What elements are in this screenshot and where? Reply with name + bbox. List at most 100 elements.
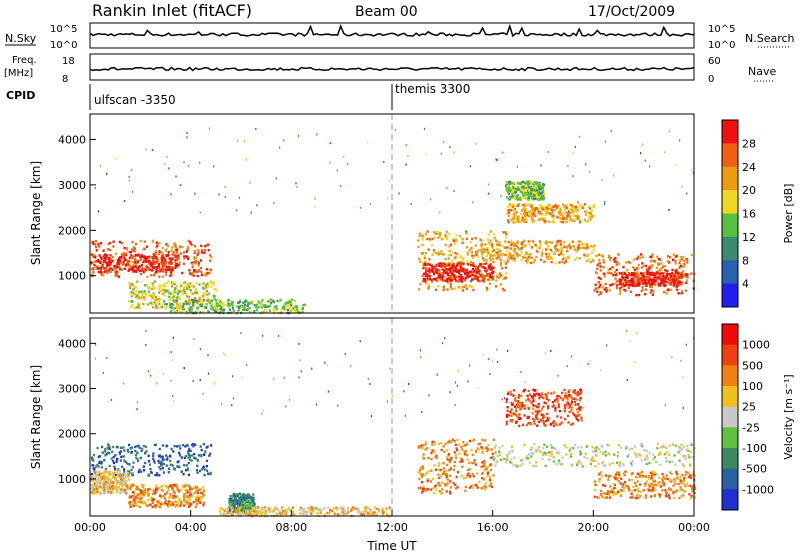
data-cell: [174, 495, 177, 498]
data-cell: [604, 282, 607, 286]
data-cell: [161, 252, 164, 255]
data-cell: [138, 446, 141, 450]
data-cell: [473, 462, 476, 465]
data-cell: [449, 458, 452, 461]
data-cell: [108, 473, 111, 476]
data-cell: [527, 457, 530, 460]
data-cell: [153, 301, 156, 304]
data-cell: [105, 262, 108, 265]
data-cell: [160, 503, 163, 506]
data-cell: [93, 480, 96, 483]
data-cell: [187, 283, 190, 286]
data-cell: [546, 418, 550, 422]
data-cell: [443, 270, 446, 273]
data-cell: [493, 254, 496, 257]
data-cell: [518, 197, 522, 200]
data-cell: [424, 281, 427, 284]
data-cell: [539, 204, 542, 207]
data-cell: [477, 443, 480, 446]
data-cell: [229, 508, 232, 511]
data-cell: [670, 280, 673, 284]
data-cell: [184, 445, 187, 448]
data-cell: [420, 444, 423, 448]
data-cell: [581, 205, 584, 208]
data-cell: [207, 292, 211, 295]
data-cell: [445, 490, 448, 493]
data-cell: [158, 474, 161, 477]
data-cell: [506, 188, 509, 192]
data-cell: [462, 277, 465, 280]
data-cell: [146, 489, 149, 493]
data-cell: [187, 301, 190, 305]
data-cell: [569, 211, 572, 214]
data-cell: [512, 212, 515, 215]
data-cell: [562, 218, 565, 221]
data-cell: [160, 455, 163, 459]
data-cell: [426, 488, 430, 491]
data-cell: [564, 256, 567, 259]
data-cell: [130, 305, 133, 309]
data-cell: [224, 196, 226, 198]
data-cell: [515, 244, 518, 247]
data-cell: [534, 214, 537, 217]
data-cell: [650, 255, 653, 259]
data-cell: [689, 451, 693, 454]
data-cell: [487, 192, 489, 195]
data-cell: [297, 134, 299, 137]
data-cell: [527, 255, 530, 259]
data-cell: [505, 184, 508, 187]
data-cell: [132, 504, 135, 507]
data-cell: [200, 304, 203, 308]
data-cell: [619, 287, 622, 290]
data-cell: [489, 259, 492, 262]
data-cell: [648, 451, 651, 454]
data-cell: [170, 297, 173, 300]
data-cell: [480, 465, 483, 468]
data-cell: [492, 233, 496, 236]
data-cell: [125, 492, 128, 495]
data-cell: [305, 511, 308, 515]
data-cell: [206, 445, 209, 448]
data-cell: [200, 249, 203, 252]
data-cell: [652, 259, 656, 263]
data-cell: [170, 496, 173, 499]
data-cell: [140, 290, 143, 293]
data-cell: [163, 264, 166, 267]
data-cell: [111, 481, 114, 484]
data-cell: [594, 283, 597, 286]
data-cell: [92, 268, 95, 271]
data-cell: [367, 507, 370, 510]
colorbar-swatch: [722, 283, 738, 308]
data-cell: [523, 181, 526, 185]
data-cell: [637, 453, 640, 456]
data-cell: [489, 267, 492, 271]
data-cell: [187, 239, 190, 243]
data-cell: [639, 443, 642, 446]
data-cell: [433, 231, 436, 234]
data-cell: [476, 472, 479, 475]
data-cell: [137, 444, 140, 447]
data-cell: [157, 502, 160, 505]
data-cell: [150, 294, 153, 298]
data-cell: [428, 263, 431, 266]
data-cell: [532, 212, 535, 216]
data-cell: [494, 451, 497, 454]
data-cell: [184, 300, 187, 303]
data-cell: [107, 443, 110, 446]
data-cell: [614, 273, 617, 277]
data-cell: [508, 203, 511, 206]
data-cell: [540, 218, 543, 221]
data-cell: [449, 264, 452, 268]
data-cell: [161, 463, 164, 466]
data-cell: [538, 240, 541, 243]
data-cell: [535, 188, 538, 191]
data-cell: [279, 146, 281, 149]
data-cell: [156, 257, 159, 260]
data-cell: [109, 254, 112, 257]
data-cell: [407, 155, 409, 158]
data-cell: [158, 288, 161, 291]
data-cell: [423, 277, 426, 281]
data-cell: [499, 458, 503, 461]
data-cell: [231, 513, 234, 516]
data-cell: [531, 210, 534, 213]
